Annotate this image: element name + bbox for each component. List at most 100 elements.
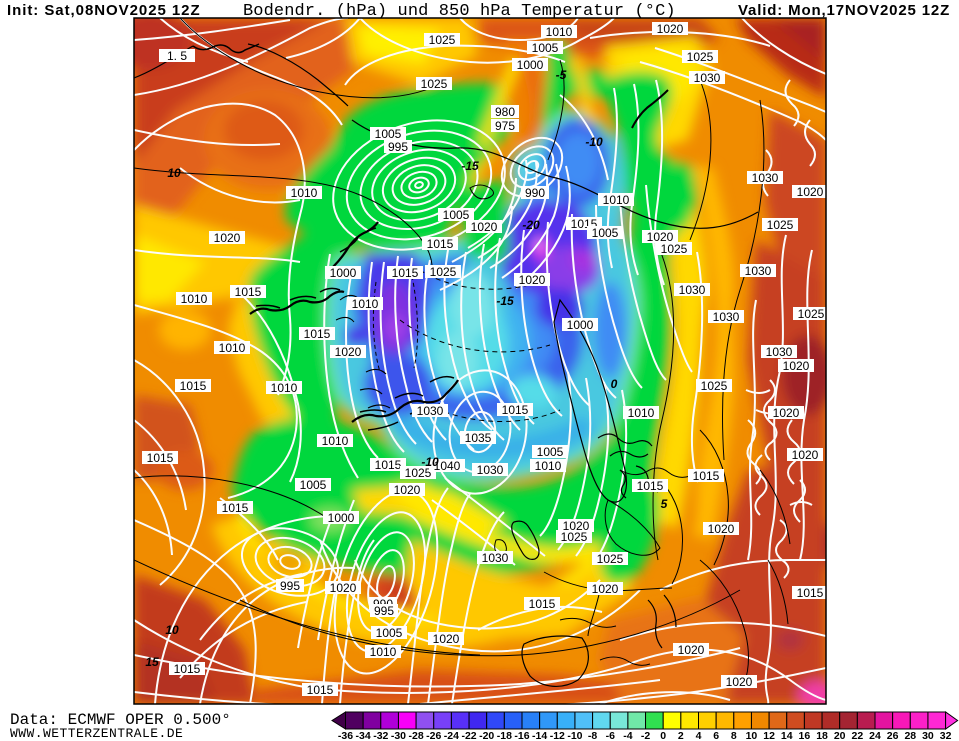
svg-text:1015: 1015 — [307, 683, 334, 697]
svg-text:1020: 1020 — [330, 581, 357, 595]
svg-text:1010: 1010 — [219, 341, 246, 355]
svg-text:1025: 1025 — [421, 77, 448, 91]
svg-text:-10: -10 — [585, 135, 603, 149]
svg-text:-20: -20 — [522, 218, 540, 232]
svg-text:1030: 1030 — [679, 283, 706, 297]
svg-text:1030: 1030 — [713, 310, 740, 324]
svg-text:1010: 1010 — [603, 193, 630, 207]
svg-text:1025: 1025 — [661, 242, 688, 256]
svg-text:1025: 1025 — [701, 379, 728, 393]
svg-text:1010: 1010 — [271, 381, 298, 395]
svg-text:-15: -15 — [461, 159, 479, 173]
svg-text:1025: 1025 — [767, 218, 794, 232]
svg-text:22: 22 — [852, 730, 864, 741]
svg-text:1015: 1015 — [392, 266, 419, 280]
svg-text:1005: 1005 — [300, 478, 327, 492]
svg-text:12: 12 — [763, 730, 775, 741]
svg-text:1030: 1030 — [482, 551, 509, 565]
svg-text:-24: -24 — [444, 730, 459, 741]
svg-text:1015: 1015 — [502, 403, 529, 417]
svg-text:-10: -10 — [421, 455, 439, 469]
svg-text:-34: -34 — [356, 730, 371, 741]
svg-text:6: 6 — [713, 730, 719, 741]
svg-text:28: 28 — [904, 730, 916, 741]
svg-text:1005: 1005 — [592, 226, 619, 240]
svg-text:10: 10 — [165, 623, 179, 637]
svg-text:1020: 1020 — [678, 643, 705, 657]
svg-text:0: 0 — [660, 730, 666, 741]
svg-text:1. 5: 1. 5 — [167, 49, 187, 63]
svg-text:1005: 1005 — [537, 445, 564, 459]
svg-text:1025: 1025 — [798, 307, 825, 321]
svg-text:1020: 1020 — [708, 522, 735, 536]
svg-text:1015: 1015 — [180, 379, 207, 393]
svg-text:1005: 1005 — [376, 626, 403, 640]
svg-text:1010: 1010 — [535, 459, 562, 473]
svg-text:32: 32 — [940, 730, 952, 741]
svg-text:26: 26 — [887, 730, 899, 741]
svg-text:18: 18 — [816, 730, 828, 741]
svg-text:-8: -8 — [588, 730, 597, 741]
svg-text:1020: 1020 — [592, 582, 619, 596]
svg-text:1015: 1015 — [375, 458, 402, 472]
svg-text:1020: 1020 — [773, 406, 800, 420]
svg-text:-5: -5 — [556, 68, 567, 82]
svg-text:8: 8 — [731, 730, 737, 741]
svg-text:1010: 1010 — [322, 434, 349, 448]
svg-text:1020: 1020 — [783, 359, 810, 373]
svg-text:1025: 1025 — [405, 466, 432, 480]
svg-text:1020: 1020 — [563, 519, 590, 533]
svg-text:-22: -22 — [461, 730, 476, 741]
svg-text:1030: 1030 — [745, 264, 772, 278]
svg-text:995: 995 — [280, 579, 300, 593]
svg-text:2: 2 — [678, 730, 684, 741]
svg-text:1010: 1010 — [370, 645, 397, 659]
svg-text:16: 16 — [799, 730, 811, 741]
svg-text:-10: -10 — [567, 730, 582, 741]
svg-text:1010: 1010 — [352, 297, 379, 311]
svg-text:1015: 1015 — [304, 327, 331, 341]
svg-text:0: 0 — [611, 377, 618, 391]
svg-text:1020: 1020 — [433, 632, 460, 646]
svg-text:24: 24 — [869, 730, 881, 741]
svg-text:10: 10 — [167, 166, 181, 180]
svg-text:1020: 1020 — [519, 273, 546, 287]
svg-text:1005: 1005 — [375, 127, 402, 141]
svg-text:990: 990 — [525, 186, 545, 200]
svg-text:1020: 1020 — [657, 22, 684, 36]
svg-text:1015: 1015 — [693, 469, 720, 483]
svg-text:-15: -15 — [496, 294, 514, 308]
svg-text:1000: 1000 — [567, 318, 594, 332]
svg-text:1015: 1015 — [222, 501, 249, 515]
svg-text:1015: 1015 — [174, 662, 201, 676]
svg-text:1020: 1020 — [471, 220, 498, 234]
svg-text:-12: -12 — [550, 730, 565, 741]
svg-text:1030: 1030 — [752, 171, 779, 185]
svg-text:1020: 1020 — [726, 675, 753, 689]
svg-text:4: 4 — [696, 730, 702, 741]
svg-text:1030: 1030 — [477, 463, 504, 477]
svg-text:1000: 1000 — [328, 511, 355, 525]
svg-text:1015: 1015 — [797, 586, 824, 600]
svg-text:1010: 1010 — [546, 25, 573, 39]
svg-text:30: 30 — [922, 730, 934, 741]
svg-text:980: 980 — [495, 105, 515, 119]
svg-text:-18: -18 — [497, 730, 512, 741]
svg-text:1025: 1025 — [687, 50, 714, 64]
svg-text:-14: -14 — [532, 730, 547, 741]
svg-text:1020: 1020 — [797, 185, 824, 199]
svg-text:975: 975 — [495, 119, 515, 133]
svg-text:995: 995 — [374, 604, 394, 618]
svg-text:1005: 1005 — [443, 208, 470, 222]
svg-text:1015: 1015 — [147, 451, 174, 465]
svg-text:-2: -2 — [641, 730, 650, 741]
svg-text:1020: 1020 — [792, 448, 819, 462]
svg-text:995: 995 — [388, 140, 408, 154]
svg-text:-30: -30 — [391, 730, 406, 741]
svg-text:1000: 1000 — [330, 266, 357, 280]
svg-text:-28: -28 — [409, 730, 424, 741]
svg-text:1020: 1020 — [214, 231, 241, 245]
svg-text:1015: 1015 — [427, 237, 454, 251]
svg-text:-4: -4 — [623, 730, 632, 741]
svg-text:1040: 1040 — [434, 459, 461, 473]
